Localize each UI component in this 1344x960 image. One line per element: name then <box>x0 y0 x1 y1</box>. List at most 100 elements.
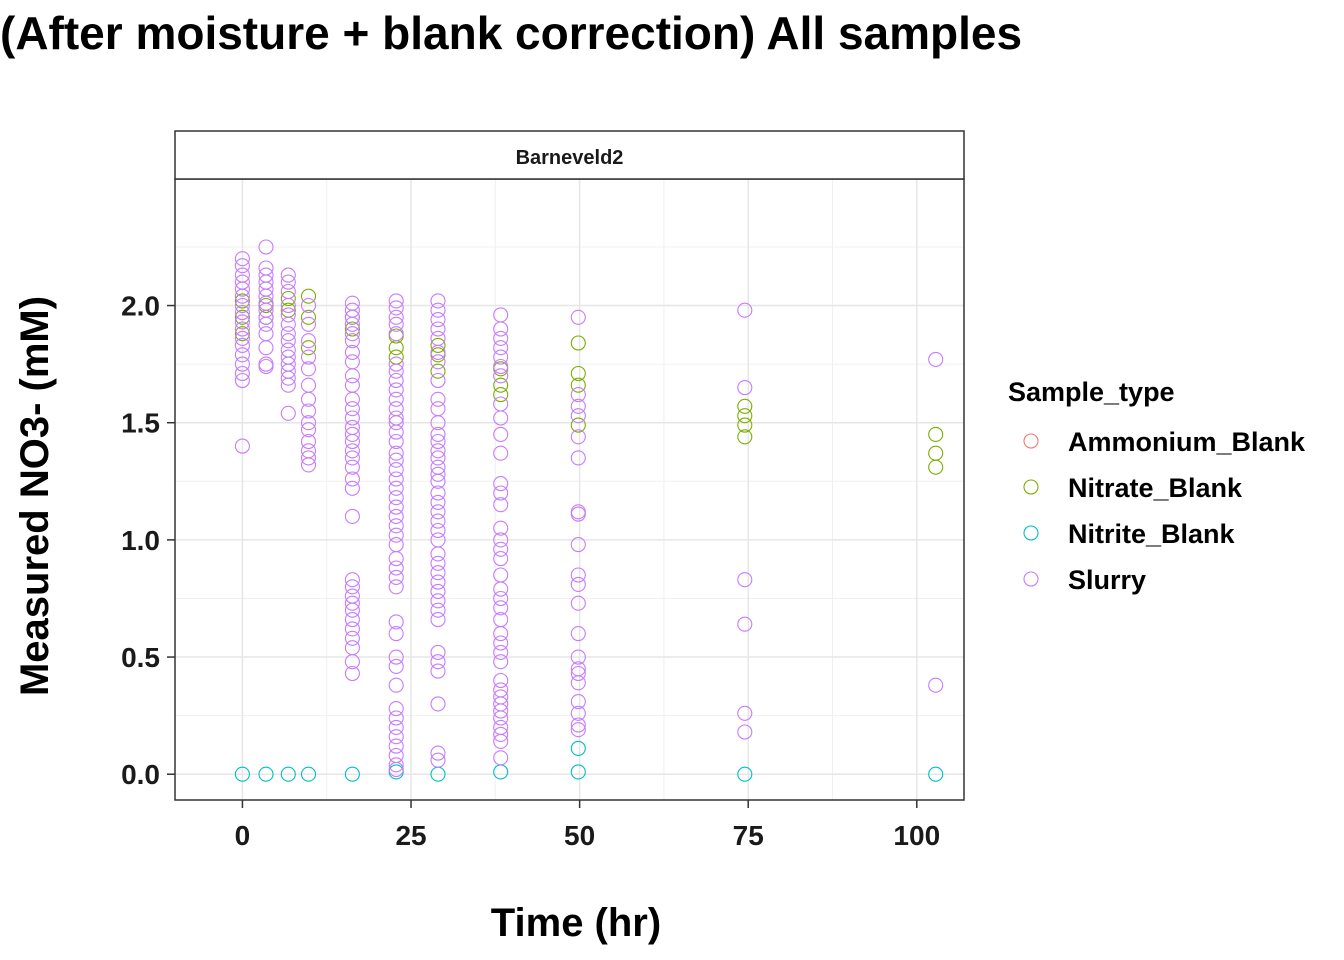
data-point <box>388 415 404 431</box>
data-point <box>300 391 317 407</box>
data-point <box>344 595 360 611</box>
data-point <box>737 398 753 414</box>
data-point <box>388 326 404 342</box>
data-point <box>234 297 250 314</box>
data-point <box>570 649 586 665</box>
data-point <box>388 356 404 372</box>
data-point <box>493 485 509 501</box>
data-point <box>493 541 509 557</box>
data-point <box>430 426 446 442</box>
data-point <box>300 333 317 349</box>
y-tick-label: 0.5 <box>121 642 160 673</box>
data-point <box>234 314 250 330</box>
data-point <box>430 443 446 459</box>
data-point <box>570 450 586 466</box>
data-point <box>430 745 446 761</box>
data-point <box>430 494 446 510</box>
y-axis-title: Measured NO3- (mM) <box>13 296 57 696</box>
data-points <box>234 239 944 782</box>
data-point <box>430 321 446 337</box>
data-point <box>388 363 404 379</box>
data-point <box>570 576 586 592</box>
data-point <box>234 251 250 267</box>
data-point <box>493 330 509 346</box>
data-point <box>280 405 296 421</box>
data-point <box>234 356 250 372</box>
data-point <box>570 675 586 691</box>
data-point <box>430 363 446 379</box>
data-point <box>493 497 509 513</box>
data-point <box>344 579 360 595</box>
data-point <box>493 635 509 651</box>
data-point <box>737 380 753 396</box>
data-point <box>258 340 274 356</box>
data-point <box>388 445 404 461</box>
data-point <box>737 408 753 424</box>
data-point <box>300 403 317 419</box>
data-point <box>234 347 250 363</box>
legend-title: Sample_type <box>1008 377 1175 407</box>
y-tick-label: 2.0 <box>121 291 160 322</box>
data-point <box>300 349 317 365</box>
data-point <box>570 365 586 382</box>
data-point <box>388 527 404 543</box>
data-point <box>280 333 296 349</box>
y-tick-label: 1.0 <box>121 525 160 556</box>
data-point <box>928 677 944 693</box>
data-point <box>388 518 404 534</box>
data-point <box>388 300 404 316</box>
data-point <box>344 654 360 670</box>
data-point <box>280 297 296 314</box>
legend-key <box>1023 571 1039 587</box>
data-point <box>344 391 360 407</box>
data-point <box>388 761 404 778</box>
data-point <box>928 426 944 442</box>
data-point <box>258 316 274 332</box>
data-point <box>430 354 446 370</box>
data-point <box>570 626 586 642</box>
data-point <box>300 361 317 377</box>
data-point <box>344 471 360 487</box>
data-point <box>430 593 446 609</box>
legend-label: Nitrite_Blank <box>1068 519 1236 549</box>
data-point <box>430 696 446 712</box>
data-point <box>344 480 360 496</box>
data-point <box>737 616 753 632</box>
data-point <box>388 382 404 398</box>
data-point <box>928 766 944 782</box>
data-point <box>570 717 586 733</box>
data-point <box>388 508 404 524</box>
x-tick-label: 25 <box>395 820 426 851</box>
data-point <box>570 595 586 611</box>
data-point <box>344 344 360 360</box>
data-point <box>388 757 404 773</box>
data-point <box>430 415 446 431</box>
data-point <box>300 288 317 304</box>
data-point <box>928 459 944 475</box>
facet-label: Barneveld2 <box>516 147 624 169</box>
data-point <box>344 766 360 782</box>
data-point <box>388 372 404 389</box>
data-point <box>493 426 509 442</box>
data-point <box>234 438 250 454</box>
data-point <box>493 581 509 597</box>
data-point <box>388 490 404 506</box>
data-point <box>388 579 404 595</box>
data-point <box>300 309 317 325</box>
legend-label: Slurry <box>1068 565 1146 595</box>
data-point <box>493 476 509 492</box>
data-point <box>280 377 296 393</box>
data-point <box>570 429 586 445</box>
data-point <box>234 766 250 782</box>
data-point <box>737 705 753 721</box>
data-point <box>430 565 446 581</box>
data-point <box>570 537 586 553</box>
data-point <box>280 307 296 323</box>
data-point <box>234 330 250 346</box>
data-point <box>388 471 404 487</box>
data-point <box>430 312 446 328</box>
data-point <box>388 391 404 407</box>
data-point <box>493 358 509 375</box>
data-point <box>430 372 446 389</box>
data-point <box>280 326 296 342</box>
